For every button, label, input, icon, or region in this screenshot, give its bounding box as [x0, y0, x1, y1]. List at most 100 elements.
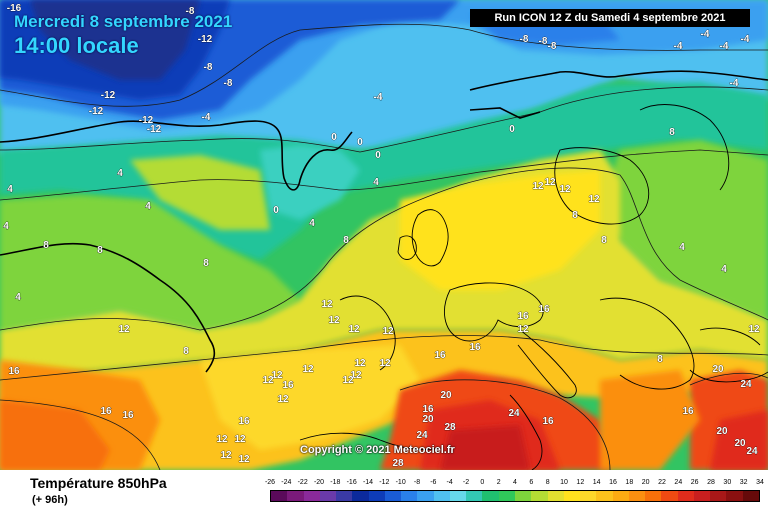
contour-label: 12	[238, 454, 250, 465]
legend-tick-label: -8	[413, 479, 421, 486]
legend-swatch	[401, 491, 418, 501]
contour-label: 16	[238, 416, 250, 427]
contour-label: 4	[117, 168, 123, 179]
legend-tick-label: 16	[609, 479, 617, 486]
legend-swatch	[482, 491, 499, 501]
legend-tick-label: -18	[330, 479, 341, 486]
legend-swatch	[319, 491, 337, 501]
contour-label: 4	[373, 177, 379, 188]
legend-tick-label: -16	[346, 479, 357, 486]
legend-swatch	[417, 491, 434, 501]
contour-label: 20	[734, 438, 746, 449]
legend-tick-label: -22	[297, 479, 308, 486]
contour-label: 16	[542, 416, 554, 427]
legend-tick-label: -2	[462, 479, 470, 486]
contour-label: 12	[588, 194, 600, 205]
legend-swatch	[677, 491, 694, 501]
contour-label: 16	[538, 304, 550, 315]
contour-label: 16	[8, 366, 20, 377]
contour-label: 28	[444, 422, 456, 433]
contour-label: 20	[440, 390, 452, 401]
contour-label: 12	[321, 299, 333, 310]
color-scale-labels: -26 -24 -22 -20 -18 -16 -14 -12 -10 -8 -6 -4 -2 0 2 4 6 8…	[265, 479, 764, 489]
variable-title: Température 850hPa	[30, 475, 167, 491]
legend-swatch	[514, 491, 532, 501]
model-run-label: Run ICON 12 Z du Samedi 4 septembre 2021	[470, 9, 750, 27]
contour-label: 12	[342, 375, 354, 386]
contour-label: 24	[416, 430, 428, 441]
contour-label: -12	[89, 106, 104, 117]
contour-label: 16	[100, 406, 112, 417]
contour-label: -12	[198, 34, 213, 45]
contour-label: 0	[375, 150, 381, 161]
isotherm-lines	[0, 23, 768, 470]
contour-label: 4	[15, 292, 21, 303]
contour-label: 8	[183, 346, 189, 357]
legend-tick-label: -24	[281, 479, 292, 486]
contour-label: -4	[720, 41, 729, 52]
contour-label: 12	[277, 394, 289, 405]
legend-tick-label: 26	[690, 479, 699, 486]
contour-label: 12	[348, 324, 360, 335]
contour-label: 0	[357, 137, 363, 148]
contour-label: 16	[422, 404, 434, 415]
legend-tick-label: -14	[362, 479, 374, 486]
contour-label: 0	[509, 124, 515, 135]
legend-swatch	[726, 491, 743, 501]
contour-label: 16	[517, 311, 529, 322]
contour-label: 8	[669, 127, 675, 138]
legend-swatch	[303, 491, 320, 501]
contour-label: 12	[262, 375, 274, 386]
contour-label: 8	[572, 210, 578, 221]
contour-label: 20	[716, 426, 728, 437]
forecast-time-title: 14:00 locale	[14, 33, 139, 58]
legend-tick-label: 4	[513, 479, 517, 486]
contour-label: 12	[271, 370, 283, 381]
contour-label: 12	[350, 370, 362, 381]
contour-label: 24	[740, 379, 752, 390]
contour-label: 16	[682, 406, 694, 417]
legend-tick-label: 6	[529, 479, 534, 486]
legend-swatch	[498, 491, 515, 501]
legend-tick-label: 2	[496, 479, 501, 486]
contour-label: 24	[746, 446, 758, 457]
legend-swatch	[433, 491, 450, 501]
contour-label: -4	[741, 34, 750, 45]
temperature-map: -16 -8 -12 -8 -8 -12 -12 -4 -12 -12 -4 0 0 0 0 -8 -8 -8 -4…	[0, 0, 768, 470]
contour-label: 12	[382, 326, 394, 337]
contour-label: 8	[43, 240, 49, 251]
lead-time: (+ 96h)	[32, 494, 68, 506]
contour-label: 28	[392, 458, 404, 469]
copyright-notice: Copyright © 2021 Meteociel.fr	[300, 444, 455, 456]
contour-value-labels: -16 -8-12-8-8-12-12-4-12-12-40 000-8 -8 -8 -4…	[3, 3, 760, 470]
contour-label: -12	[101, 90, 116, 101]
contour-label: 8	[97, 245, 103, 256]
legend-swatch	[287, 491, 304, 501]
contour-label: 8	[657, 354, 663, 365]
legend-tick-label: -12	[379, 479, 390, 486]
contour-label: -4	[674, 41, 683, 52]
contour-label: -4	[701, 29, 710, 40]
contour-label: 4	[721, 264, 727, 275]
map-canvas: -16 -8-12-8-8-12-12-4-12-12-40 000-8 -8 -8 -4…	[0, 0, 768, 470]
legend-tick-label: 30	[723, 479, 732, 486]
contour-label: 16	[282, 380, 294, 391]
contour-label: -12	[139, 115, 154, 126]
contour-label: -4	[202, 112, 211, 123]
contour-label: 16	[434, 350, 446, 361]
legend-swatch	[449, 491, 467, 501]
legend-tick-label: 20	[641, 479, 650, 486]
legend-swatch	[271, 491, 288, 501]
legend-tick-label: -10	[395, 479, 406, 486]
contour-label: 24	[508, 408, 520, 419]
contour-label: 12	[544, 177, 556, 188]
contour-label: 12	[379, 358, 391, 369]
legend-swatch	[352, 491, 369, 501]
contour-label: 16	[469, 342, 481, 353]
contour-label: -4	[730, 78, 739, 89]
contour-label: 20	[712, 364, 724, 375]
contour-label: 0	[273, 205, 279, 216]
contour-label: -8	[520, 34, 529, 45]
legend-tick-label: 0	[480, 479, 485, 486]
contour-label: -8	[539, 36, 548, 47]
